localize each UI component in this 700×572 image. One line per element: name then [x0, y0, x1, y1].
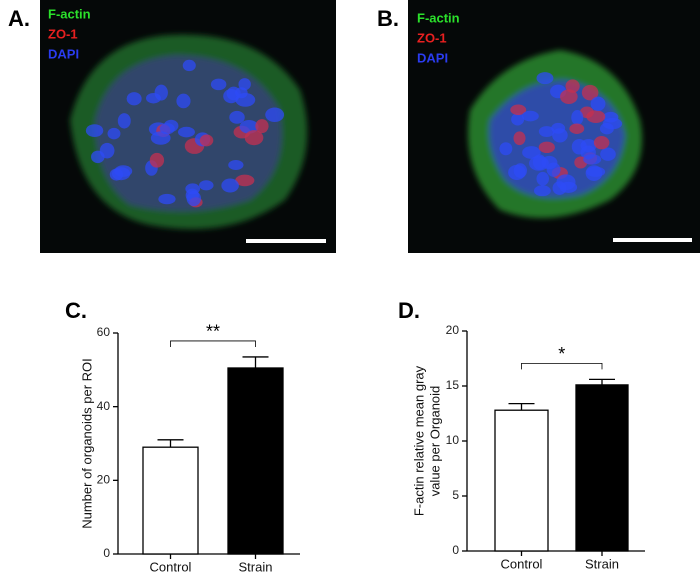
- nucleus: [522, 146, 541, 159]
- nucleus: [221, 178, 239, 193]
- nucleus: [239, 120, 259, 134]
- nucleus: [85, 124, 104, 137]
- nucleus: [210, 78, 227, 91]
- nucleus: [176, 93, 191, 109]
- y-tick-label: 10: [446, 433, 460, 447]
- bar: [227, 367, 284, 555]
- nucleus: [158, 193, 176, 205]
- nucleus: [585, 165, 603, 181]
- nucleus: [126, 92, 142, 106]
- x-tick-label: Strain: [585, 556, 619, 571]
- nucleus: [107, 127, 121, 140]
- nucleus: [571, 110, 584, 126]
- scale-bar: [613, 238, 692, 242]
- significance-bracket: [170, 340, 256, 347]
- nucleus: [569, 123, 585, 134]
- bar: [142, 446, 199, 555]
- nucleus: [255, 119, 269, 134]
- nucleus: [599, 122, 614, 135]
- nuclei-group: [499, 72, 623, 197]
- nucleus: [552, 128, 568, 143]
- nucleus: [560, 89, 578, 105]
- stain-label: F-actin: [48, 6, 91, 21]
- nucleus: [238, 78, 251, 91]
- nucleus: [199, 180, 214, 191]
- y-axis-label: F-actin relative mean gray: [411, 365, 426, 516]
- panel-label: D.: [398, 298, 420, 323]
- y-tick-label: 15: [446, 378, 460, 392]
- nucleus: [538, 141, 555, 154]
- x-tick-label: Control: [501, 556, 543, 571]
- nucleus: [513, 131, 526, 146]
- y-tick-label: 5: [452, 488, 459, 502]
- nucleus: [499, 142, 513, 156]
- stain-label: DAPI: [48, 46, 79, 61]
- significance-bracket: [521, 363, 603, 370]
- nucleus: [182, 59, 196, 72]
- nucleus: [146, 92, 161, 104]
- nucleus: [199, 134, 214, 147]
- nucleus: [536, 171, 549, 186]
- nucleus: [521, 110, 539, 122]
- nucleus: [533, 185, 551, 197]
- significance-label: **: [206, 322, 220, 342]
- nucleus: [538, 126, 555, 138]
- y-tick-label: 0: [452, 543, 459, 557]
- panel-label: C.: [65, 298, 87, 323]
- nucleus: [583, 154, 602, 165]
- nucleus: [150, 131, 171, 145]
- y-axis-label: Number of organoids per ROI: [79, 358, 94, 529]
- bar: [494, 409, 549, 552]
- nucleus: [513, 163, 528, 179]
- nucleus: [510, 104, 527, 116]
- nucleus: [159, 123, 175, 135]
- nucleus: [177, 126, 195, 138]
- panel-label: B.: [377, 6, 399, 31]
- nucleus: [265, 107, 285, 123]
- nucleus: [109, 168, 124, 181]
- significance-label: *: [558, 344, 565, 364]
- nucleus: [511, 113, 525, 126]
- x-tick-label: Control: [150, 559, 192, 572]
- nucleus: [581, 84, 599, 101]
- y-axis-label: value per Organoid: [427, 386, 442, 497]
- stain-label: ZO-1: [48, 26, 78, 41]
- nucleus: [579, 106, 594, 118]
- x-tick-label: Strain: [239, 559, 273, 572]
- y-tick-label: 60: [97, 325, 111, 339]
- stain-label: DAPI: [417, 50, 448, 65]
- nucleus: [235, 87, 248, 99]
- stain-label: ZO-1: [417, 30, 447, 45]
- y-tick-label: 0: [103, 546, 110, 560]
- nucleus: [536, 72, 554, 85]
- nucleus: [559, 181, 578, 193]
- nucleus: [600, 147, 616, 161]
- nuclei: [85, 59, 623, 208]
- y-tick-label: 20: [446, 323, 460, 337]
- nucleus: [593, 136, 610, 150]
- stain-label: F-actin: [417, 10, 460, 25]
- nucleus: [186, 190, 202, 207]
- y-tick-label: 40: [97, 399, 111, 413]
- scale-bar: [246, 239, 326, 243]
- nucleus: [235, 174, 255, 187]
- nucleus: [228, 159, 244, 171]
- nucleus: [580, 139, 597, 153]
- nucleus: [229, 110, 245, 124]
- nucleus: [590, 96, 606, 112]
- y-tick-label: 20: [97, 473, 111, 487]
- bar: [575, 384, 629, 552]
- nucleus: [149, 152, 165, 168]
- nucleus: [541, 155, 558, 170]
- nucleus: [244, 130, 264, 146]
- nucleus: [117, 113, 131, 129]
- nucleus: [99, 142, 115, 159]
- panel-label: A.: [8, 6, 30, 31]
- nuclei-group: [85, 59, 285, 208]
